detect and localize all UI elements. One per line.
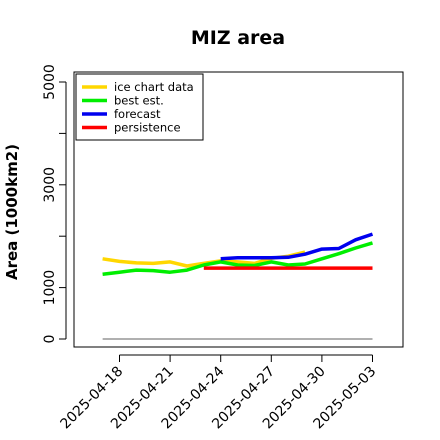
chart-title: MIZ area (191, 27, 285, 49)
legend-label: best est. (114, 94, 164, 108)
series-layer (102, 232, 374, 276)
y-tick-label: 0 (42, 335, 58, 344)
y-tick-label: 5000 (42, 64, 58, 100)
y-axis-label: Area (1000km2) (3, 144, 21, 280)
legend-label: persistence (114, 121, 181, 135)
legend-label: ice chart data (114, 80, 194, 94)
y-axis: 0 1000 3000 5000 (42, 64, 67, 344)
series-line-best-est- (102, 241, 374, 276)
legend-label: forecast (114, 107, 161, 121)
x-axis: 2025-04-182025-04-212025-04-242025-04-27… (57, 354, 379, 432)
y-tick-label: 3000 (42, 167, 58, 203)
plot-frame (73, 71, 404, 348)
series-line-forecast (220, 232, 374, 261)
y-tick-label: 1000 (42, 270, 58, 306)
